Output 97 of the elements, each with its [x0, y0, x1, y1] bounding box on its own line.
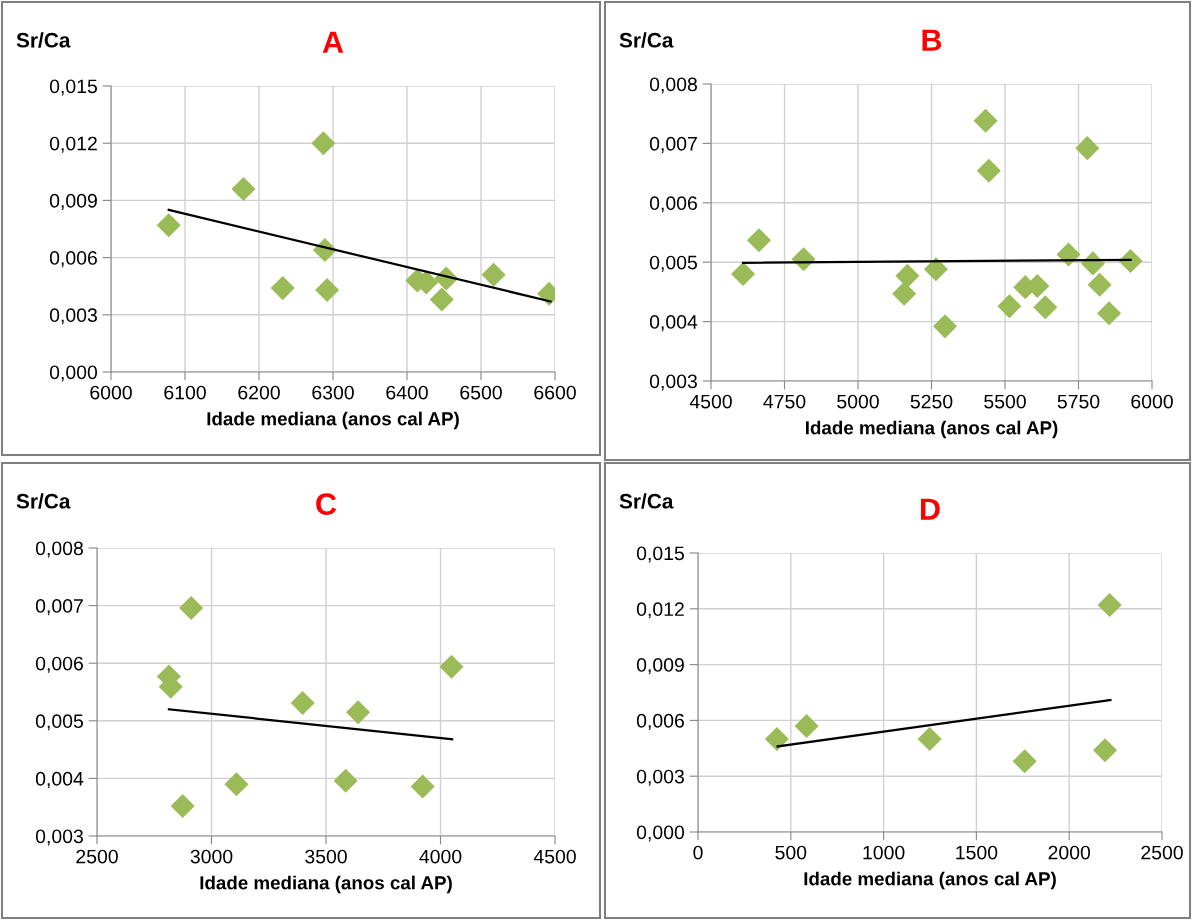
point	[481, 262, 506, 287]
x-tick-label: 6000	[90, 385, 132, 400]
point	[892, 281, 917, 306]
x-tick-label: 5000	[837, 394, 879, 409]
point	[231, 176, 256, 201]
point	[1118, 248, 1143, 274]
y-axis-title: Sr/Ca	[619, 493, 674, 509]
y-tick-label: 0,000	[636, 825, 685, 842]
point	[917, 726, 942, 752]
y-tick-label: 0,012	[636, 602, 684, 619]
x-tick-label: 2000	[1048, 845, 1091, 860]
x-tick-label: 3500	[305, 849, 347, 864]
x-tick-label: 6400	[386, 385, 428, 400]
x-tick-label: 6500	[460, 385, 502, 400]
point	[429, 287, 454, 312]
y-tick-label: 0,004	[35, 771, 84, 788]
y-tick-label: 0,008	[649, 77, 697, 94]
point	[895, 263, 920, 288]
point	[333, 768, 358, 793]
x-tick-label: 3000	[190, 849, 233, 864]
y-tick-label: 0,009	[49, 193, 97, 210]
x-axis-title: Idade mediana (anos cal AP)	[805, 420, 1058, 439]
x-tick-label: 6200	[238, 385, 280, 400]
x-tick-label: 6100	[164, 385, 206, 400]
x-axis-title: Idade mediana (anos cal AP)	[804, 871, 1056, 890]
x-tick-label: 1500	[956, 845, 998, 860]
point	[224, 772, 249, 797]
y-tick-label: 0,015	[636, 546, 684, 563]
point	[410, 774, 435, 799]
x-tick-label: 4500	[689, 394, 732, 409]
chart-title: B	[922, 29, 942, 51]
y-tick-label: 0,015	[49, 79, 97, 96]
point	[1075, 136, 1100, 161]
y-tick-label: 0,008	[35, 541, 83, 558]
y-tick-label: 0,007	[35, 599, 83, 616]
point	[746, 228, 771, 253]
x-tick-label: 5250	[910, 394, 953, 409]
x-tick-label: 1000	[863, 845, 905, 860]
y-tick-label: 0,003	[35, 829, 83, 846]
point	[731, 262, 756, 287]
x-tick-label: 5750	[1057, 394, 1100, 409]
x-tick-label: 5500	[984, 394, 1026, 409]
point	[290, 690, 315, 715]
x-axis-title: Idade mediana (anos cal AP)	[200, 875, 452, 894]
point	[156, 213, 181, 238]
point	[315, 277, 340, 303]
x-tick-label: 2500	[1141, 845, 1183, 860]
point	[1097, 301, 1122, 326]
y-tick-label: 0,009	[636, 658, 684, 675]
y-tick-label: 0,003	[649, 374, 697, 391]
point	[346, 700, 371, 725]
y-tick-label: 0,005	[649, 255, 697, 272]
point	[1092, 738, 1118, 763]
x-tick-label: 2500	[76, 849, 118, 864]
point	[1097, 593, 1122, 618]
x-tick-label: 4500	[533, 849, 576, 864]
x-tick-label: 4750	[763, 394, 806, 409]
point	[973, 108, 998, 133]
x-tick-label: 500	[775, 845, 807, 860]
y-tick-label: 0,005	[35, 714, 83, 731]
point	[997, 294, 1022, 319]
point	[311, 131, 336, 156]
x-tick-label: 6000	[1131, 394, 1173, 409]
chart-title: D	[921, 498, 940, 520]
y-tick-label: 0,006	[636, 713, 684, 730]
y-axis-title: Sr/Ca	[16, 493, 71, 509]
point	[1087, 272, 1112, 297]
point	[1012, 749, 1037, 774]
y-tick-label: 0,003	[49, 308, 97, 325]
point	[270, 276, 295, 301]
point	[1056, 242, 1081, 267]
y-tick-label: 0,000	[49, 365, 98, 382]
y-tick-label: 0,006	[49, 251, 97, 268]
chart-title: A	[322, 31, 344, 53]
y-tick-label: 0,012	[49, 136, 97, 153]
point	[1033, 295, 1058, 320]
y-tick-label: 0,004	[649, 315, 698, 332]
x-tick-label: 0	[693, 845, 703, 860]
point	[439, 654, 464, 679]
point	[170, 794, 195, 819]
point	[933, 314, 958, 339]
point	[923, 257, 948, 282]
x-tick-label: 6600	[534, 385, 576, 400]
y-axis-title: Sr/Ca	[619, 32, 674, 48]
y-tick-label: 0,007	[649, 136, 697, 153]
point	[179, 595, 204, 620]
point	[976, 158, 1001, 183]
point	[794, 713, 819, 739]
x-tick-label: 6300	[312, 385, 354, 400]
y-tick-label: 0,006	[35, 656, 83, 673]
y-axis-title: Sr/Ca	[16, 32, 71, 48]
y-tick-label: 0,003	[636, 769, 684, 786]
x-axis-title: Idade mediana (anos cal AP)	[207, 411, 459, 430]
y-tick-label: 0,006	[649, 196, 697, 213]
chart-title: C	[316, 493, 337, 515]
point	[764, 726, 789, 752]
x-tick-label: 4000	[419, 849, 462, 864]
